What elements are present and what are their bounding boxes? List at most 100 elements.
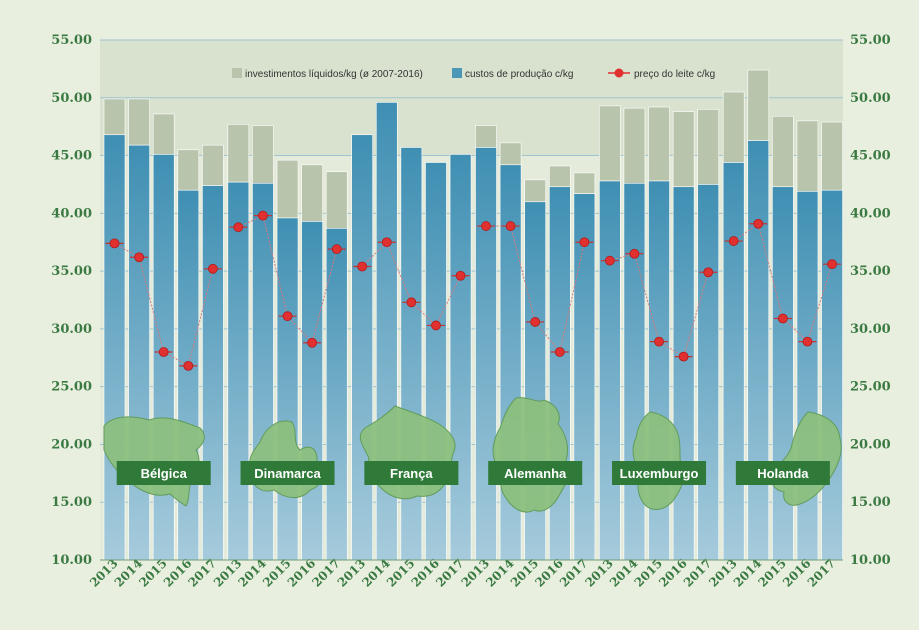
bar-custos	[301, 221, 323, 561]
y-tick-left: 50.00	[51, 91, 92, 106]
preco-point	[654, 336, 664, 347]
bar-investimentos	[227, 124, 250, 183]
y-tick-right: 25.00	[850, 380, 891, 395]
bar-investimentos	[252, 125, 274, 184]
year-label: 2017	[433, 556, 467, 590]
preco-point	[530, 317, 541, 327]
y-tick-right: 35.00	[850, 264, 891, 279]
country-label: França	[390, 466, 433, 481]
preco-point	[579, 237, 590, 248]
country-label-box	[240, 461, 335, 485]
preco-point	[481, 221, 491, 231]
y-tick-right: 55.00	[850, 33, 891, 48]
preco-point	[505, 221, 516, 231]
y-tick-left: 20.00	[51, 437, 92, 452]
preco-point	[802, 336, 813, 347]
preco-point	[134, 252, 145, 263]
legend-label: custos de produção c/kg	[465, 69, 573, 80]
bar-custos	[449, 154, 472, 561]
bar-custos	[276, 217, 299, 561]
preco-point	[703, 267, 714, 278]
preco-point	[827, 259, 837, 270]
bar-custos	[697, 184, 720, 561]
country-label: Luxemburgo	[620, 466, 699, 481]
legend-swatch	[232, 68, 242, 78]
preco-point	[158, 347, 169, 357]
bar-investimentos	[103, 98, 126, 136]
year-label: 2017	[309, 556, 343, 590]
bar-investimentos	[475, 125, 497, 148]
y-tick-left: 45.00	[51, 149, 92, 164]
year-label: 2017	[681, 556, 715, 590]
bar-investimentos	[747, 69, 770, 141]
preco-point	[357, 261, 368, 272]
bar-investimentos	[697, 109, 720, 185]
bar-investimentos	[821, 121, 843, 191]
bar-investimentos	[573, 172, 596, 194]
legend-swatch-dot	[614, 68, 624, 78]
y-tick-right: 20.00	[850, 437, 891, 452]
y-tick-left: 35.00	[51, 264, 92, 279]
y-tick-left: 30.00	[51, 322, 92, 337]
bar-investimentos	[548, 165, 571, 188]
bar-investimentos	[648, 106, 670, 182]
country-label: Bélgica	[141, 466, 188, 481]
preco-point	[753, 218, 764, 229]
bar-custos	[177, 189, 200, 561]
bar-investimentos	[325, 171, 348, 229]
preco-point	[728, 236, 739, 246]
preco-point	[455, 270, 466, 281]
bar-investimentos	[772, 115, 794, 188]
bar-investimentos	[276, 159, 299, 219]
preco-point	[207, 263, 218, 274]
bar-custos	[623, 182, 646, 561]
y-tick-right: 40.00	[850, 206, 891, 221]
bar-investimentos	[499, 142, 522, 166]
country-label-box	[735, 461, 830, 485]
y-tick-right: 30.00	[850, 322, 891, 337]
preco-point	[777, 313, 788, 324]
preco-point	[109, 238, 120, 249]
bar-custos	[103, 134, 126, 561]
country-label: Alemanha	[504, 466, 567, 481]
country-label-box	[116, 461, 211, 485]
bar-investimentos	[796, 120, 819, 192]
bar-custos	[252, 182, 274, 561]
bar-custos	[796, 191, 819, 561]
bar-investimentos	[722, 91, 745, 163]
preco-point	[678, 351, 689, 362]
country-label: Dinamarca	[254, 466, 321, 481]
bar-investimentos	[672, 111, 695, 188]
year-label: 2017	[557, 556, 591, 590]
y-tick-left: 15.00	[51, 495, 92, 510]
bar-custos	[599, 180, 621, 561]
bar-investimentos	[623, 107, 646, 184]
bar-custos	[128, 144, 150, 561]
bar-investimentos	[152, 113, 175, 155]
preco-point	[381, 237, 392, 248]
legend-label: investimentos líquidos/kg (ø 2007-2016)	[245, 69, 423, 80]
bar-custos	[747, 140, 770, 561]
preco-point	[282, 311, 293, 322]
bar-investimentos	[202, 144, 224, 186]
preco-point	[604, 255, 615, 266]
country-map-4	[632, 411, 684, 510]
preco-point	[554, 347, 565, 357]
bar-custos	[425, 162, 447, 561]
country-label: Holanda	[757, 466, 809, 481]
preco-point	[431, 320, 441, 331]
bar-investimentos	[599, 105, 621, 182]
y-tick-left: 10.00	[51, 553, 92, 568]
country-label-box	[364, 461, 459, 485]
preco-point	[406, 297, 417, 308]
bar-custos	[475, 147, 497, 561]
bar-custos	[821, 189, 843, 561]
bar-custos	[152, 154, 175, 561]
year-label: 2017	[805, 556, 839, 590]
year-label: 2017	[186, 556, 220, 590]
legend-label: preço do leite c/kg	[634, 69, 715, 80]
bar-custos	[351, 134, 373, 561]
preco-point	[331, 244, 342, 255]
bar-custos	[573, 193, 596, 561]
